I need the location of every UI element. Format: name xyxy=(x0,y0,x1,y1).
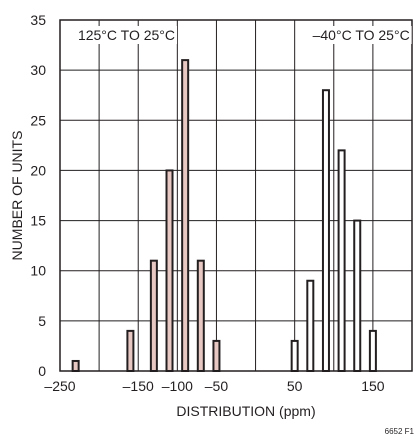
x-axis-label: DISTRIBUTION (ppm) xyxy=(176,403,315,419)
bars xyxy=(71,59,377,373)
grid-lines xyxy=(60,20,412,371)
bar-series1 xyxy=(337,149,346,372)
series-annotation-125c: 125°C TO 25°C xyxy=(78,27,175,43)
figure-id: 6652 F1 xyxy=(385,427,415,436)
x-tick-labels: –250 –150 –100 –50 50 150 xyxy=(44,378,384,394)
y-tick-label: 10 xyxy=(30,263,46,279)
plot-frame xyxy=(59,19,413,372)
bar-series0 xyxy=(165,169,174,372)
x-tick-label: –150 xyxy=(123,378,154,394)
y-tick-label: 35 xyxy=(30,12,46,28)
y-tick-label: 30 xyxy=(30,62,46,78)
bar-series0 xyxy=(149,259,158,372)
y-tick-label: 5 xyxy=(38,313,46,329)
y-tick-label: 15 xyxy=(30,213,46,229)
x-tick-label: –50 xyxy=(205,378,229,394)
bar-series1 xyxy=(306,279,315,372)
x-tick-label: 50 xyxy=(287,378,303,394)
bar-series1 xyxy=(368,329,377,372)
y-tick-label: 20 xyxy=(30,162,46,178)
bar-series1 xyxy=(353,219,362,372)
x-tick-label: –100 xyxy=(162,378,193,394)
bar-series0 xyxy=(212,339,221,372)
bar-series1 xyxy=(290,339,299,372)
bar-series0 xyxy=(196,259,205,372)
y-axis-label: NUMBER OF UNITS xyxy=(9,131,25,261)
y-tick-labels: 0 5 10 15 20 25 30 35 xyxy=(30,12,46,379)
x-tick-label: –250 xyxy=(44,378,75,394)
x-tick-label: 150 xyxy=(361,378,385,394)
bar-series1 xyxy=(321,89,330,372)
annotation-background xyxy=(310,26,412,44)
y-tick-label: 25 xyxy=(30,112,46,128)
y-tick-label: 0 xyxy=(38,363,46,379)
bar-series0 xyxy=(181,59,190,372)
bar-series0 xyxy=(71,359,80,373)
annotation-background xyxy=(75,26,178,44)
series-annotation-minus40c: –40°C TO 25°C xyxy=(313,27,410,43)
bar-series0 xyxy=(126,329,135,372)
